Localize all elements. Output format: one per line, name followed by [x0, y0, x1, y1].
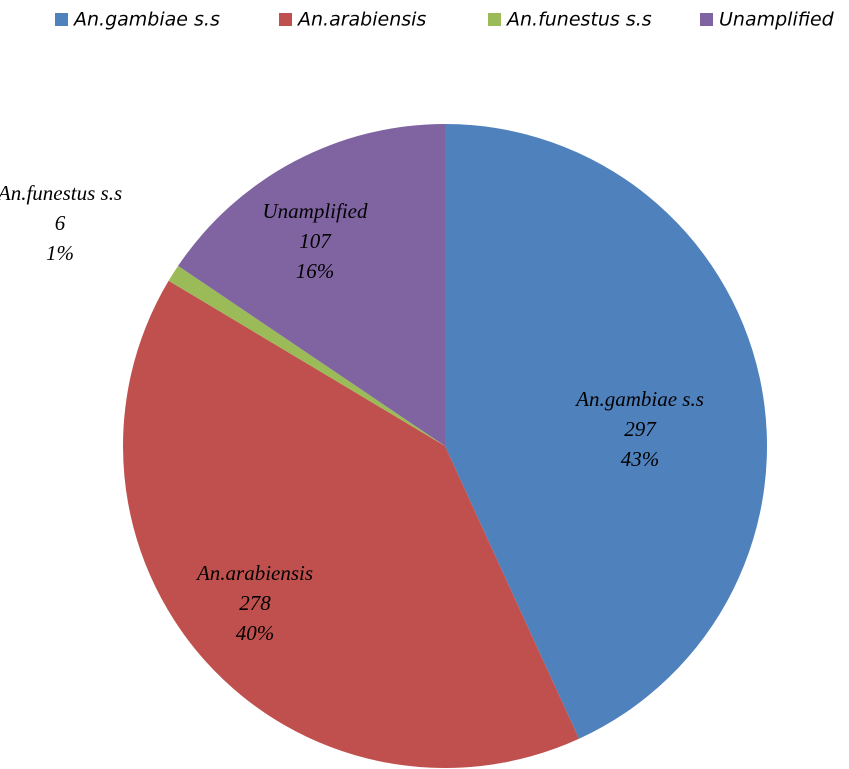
- legend-swatch: [279, 13, 292, 26]
- slice-percent: 16%: [296, 259, 335, 283]
- legend-label: Unamplified: [719, 9, 835, 31]
- slice-percent: 43%: [621, 447, 660, 471]
- pie-slice: [122, 280, 580, 768]
- slice-label: An.arabiensis: [195, 561, 313, 585]
- slice-value: 278: [239, 591, 271, 615]
- legend-swatch: [488, 13, 501, 26]
- slice-percent: 1%: [46, 241, 74, 265]
- slice-label: Unamplified: [263, 199, 368, 223]
- pie-slice: [178, 124, 445, 446]
- slice-label: An.funestus s.s: [0, 181, 122, 205]
- pie-slice: [445, 124, 767, 739]
- slice-value: 297: [624, 417, 657, 441]
- slice-percent: 40%: [236, 621, 275, 645]
- slice-value: 107: [299, 229, 332, 253]
- legend-swatch: [700, 13, 713, 26]
- slice-value: 6: [55, 211, 66, 235]
- slice-label: An.gambiae s.s: [574, 387, 704, 411]
- legend-swatch: [55, 13, 68, 26]
- pie-slice: [168, 265, 445, 446]
- legend-label: An.gambiae s.s: [72, 9, 220, 31]
- legend-label: An.funestus s.s: [505, 9, 652, 31]
- legend-label: An.arabiensis: [296, 9, 426, 31]
